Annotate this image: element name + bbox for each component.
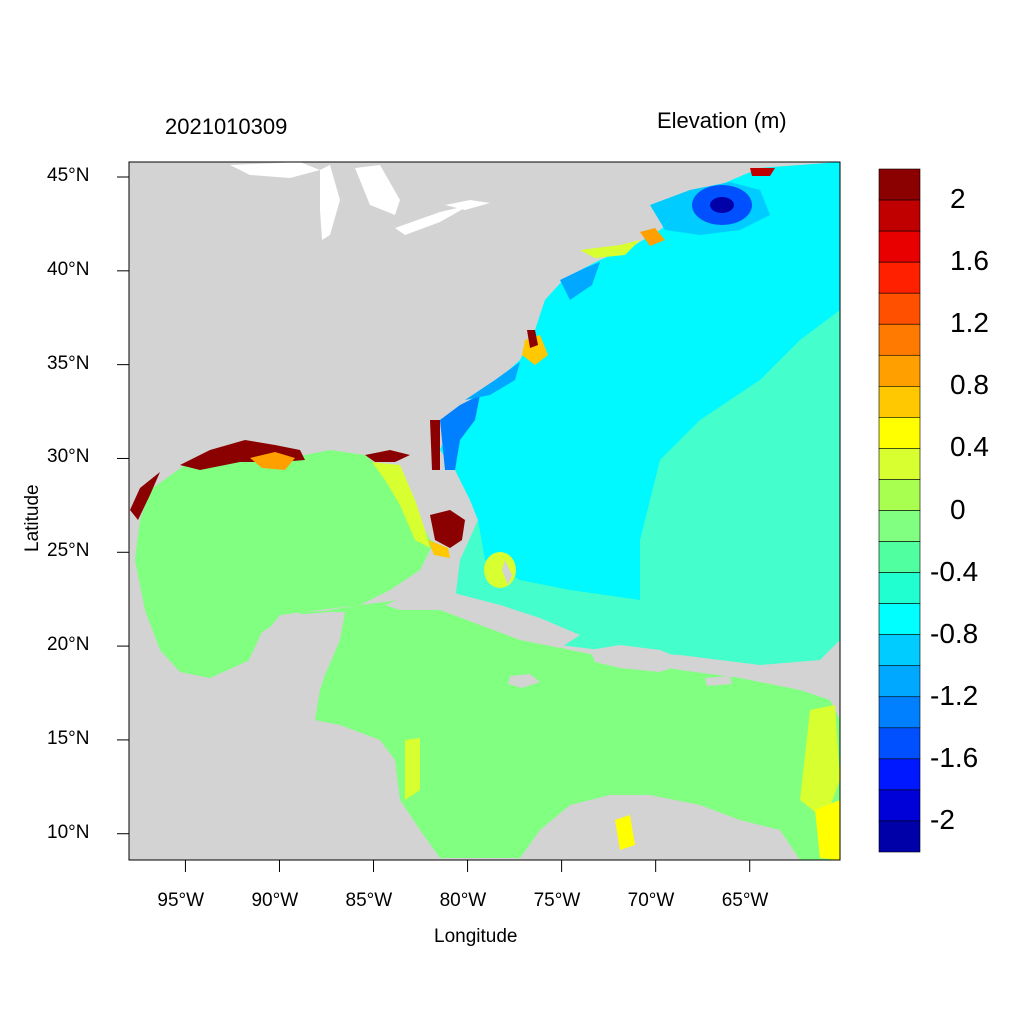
y-tick-label: 35°N [47,352,90,374]
variable-title: Elevation (m) [657,108,787,133]
colorbar-swatch [878,665,921,698]
y-tick-label: 45°N [47,165,90,186]
cape-cod-high [640,228,665,246]
x-tick-label: 80°W [439,890,487,911]
hispaniola [590,645,690,672]
colorbar-label: 0 [950,493,966,525]
colorbar-swatch [878,292,921,325]
florida-keys [428,540,450,558]
colorbar-swatch [878,448,921,480]
x-tick-label: 70°W [627,890,675,911]
colorbar-swatch [878,199,921,232]
y-tick-label: 40°N [47,258,90,280]
map-area [129,162,840,860]
florida-west-shelf [372,462,430,548]
texas-coast-high [130,472,160,520]
caribbean-sea [315,600,840,860]
colorbar-swatch [878,758,921,791]
lake-erie [395,205,470,235]
colorbar-label: -1.2 [930,679,979,711]
y-tick-label: 15°N [47,727,90,749]
colorbar-swatch [878,386,921,418]
bahamas-islands [502,560,512,585]
x-tick-label: 75°W [533,890,581,911]
colorbar-swatch [878,603,921,635]
colorbar-swatch [878,323,921,356]
colorbar-swatch [878,541,921,573]
plot-frame [128,161,841,861]
maracaibo-yellow [615,815,635,850]
caribbean-yellow-east [800,705,840,820]
x-tick-label: 85°W [345,890,393,911]
open-atlantic-teal [645,320,840,650]
fundy-coast-high [750,168,775,176]
shelf-cyan [440,162,840,600]
colorbar-label: -1.6 [930,741,979,773]
colorbar [878,168,921,853]
bay-of-fundy-core [710,197,734,213]
cuba [385,592,580,648]
georgia-coast [430,420,440,470]
chesapeake-high [522,335,548,365]
colorbar-label: 1.2 [950,307,989,339]
colorbar-swatch [878,354,921,387]
y-tick-label: 20°N [47,634,90,656]
colorbar-swatch [878,479,921,511]
south-florida-high [430,510,465,548]
colorbar-label: -0.4 [930,555,979,587]
puerto-rico [705,676,732,686]
colorbar-swatch [878,820,921,853]
nj-blue [560,262,600,300]
colorbar-label: 2 [950,183,966,215]
y-axis-ticks [117,176,129,835]
colorbar-swatch [878,789,921,822]
bahamas-shallow [484,552,516,588]
big-bend-high [365,450,410,462]
long-island-sound [580,240,640,258]
lake-michigan [320,165,340,240]
colorbar-swatch [878,230,921,263]
lake-superior [230,162,320,178]
orinoco-yellow [815,800,840,860]
colorbar-swatch [878,261,921,294]
caribbean-yellow-west [405,738,420,800]
x-axis-title: Longitude [434,926,518,947]
x-axis-ticks [184,860,751,872]
lake-huron [355,165,400,215]
colorbar-label: 1.6 [950,245,989,277]
y-tick-label: 10°N [47,821,90,843]
colorbar-swatch [878,727,921,760]
colorbar-label: -0.8 [930,617,979,649]
y-axis-title: Latitude [22,484,43,552]
louisiana-marsh [250,452,295,470]
colorbar-swatch [878,417,921,449]
gulf-of-mexico [135,450,435,678]
colorbar-swatch [878,510,921,542]
colorbar-swatch [878,168,921,201]
y-tick-label: 25°N [47,540,90,562]
louisiana-coast-high [180,440,305,470]
jamaica [508,674,540,688]
x-tick-label: 95°W [157,890,205,911]
georgia-bight-blue [440,395,480,470]
yucatan [215,612,345,718]
colorbar-label: -2 [930,803,955,835]
colorbar-swatch [878,634,921,667]
x-tick-label: 65°W [721,890,769,911]
y-tick-label: 30°N [47,446,90,468]
colorbar-swatch [878,696,921,729]
carolina-blue [465,362,520,400]
colorbar-label: 0.4 [950,431,989,463]
lake-ontario [445,200,490,210]
colorbar-swatch [878,572,921,604]
outer-banks-high [527,330,538,348]
x-tick-label: 90°W [251,890,299,911]
colorbar-label: 0.8 [950,369,989,401]
timestamp-title: 2021010309 [165,114,288,139]
